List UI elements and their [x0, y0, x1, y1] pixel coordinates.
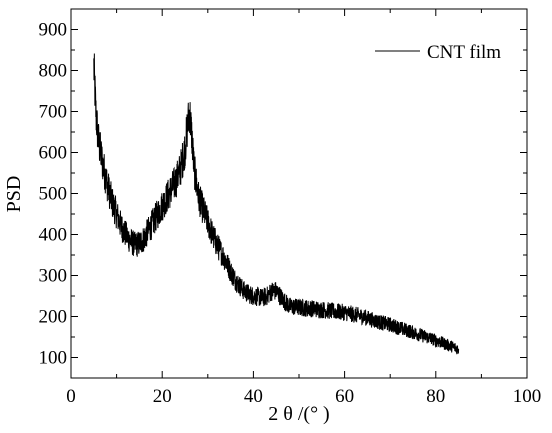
- y-tick-label: 100: [39, 348, 68, 369]
- x-tick-label: 60: [335, 386, 354, 407]
- plot-frame: [70, 8, 528, 379]
- y-tick-label: 900: [39, 20, 68, 41]
- x-tick-label: 0: [66, 386, 76, 407]
- y-tick-label: 300: [39, 266, 68, 287]
- y-tick-label: 800: [39, 61, 68, 82]
- x-axis-title: 2 θ /(° ): [268, 403, 329, 425]
- x-tick-label: 100: [513, 386, 542, 407]
- y-tick-label: 600: [39, 143, 68, 164]
- y-tick-label: 700: [39, 102, 68, 123]
- series-line-cnt-film: [93, 53, 460, 355]
- axis-ticks: [70, 8, 528, 379]
- axis-tick-labels: 0 20 40 60 80 100 100 200 300 400 500 600 700 800 900: [39, 20, 542, 408]
- legend-label-cnt-film: CNT film: [427, 42, 501, 63]
- y-tick-label: 500: [39, 184, 68, 205]
- x-tick-label: 40: [244, 386, 263, 407]
- y-tick-label: 400: [39, 225, 68, 246]
- y-axis-title: PSD: [3, 176, 25, 213]
- legend: CNT film: [375, 42, 501, 63]
- x-tick-label: 20: [153, 386, 172, 407]
- x-tick-label: 80: [426, 386, 445, 407]
- y-tick-label: 200: [39, 307, 68, 328]
